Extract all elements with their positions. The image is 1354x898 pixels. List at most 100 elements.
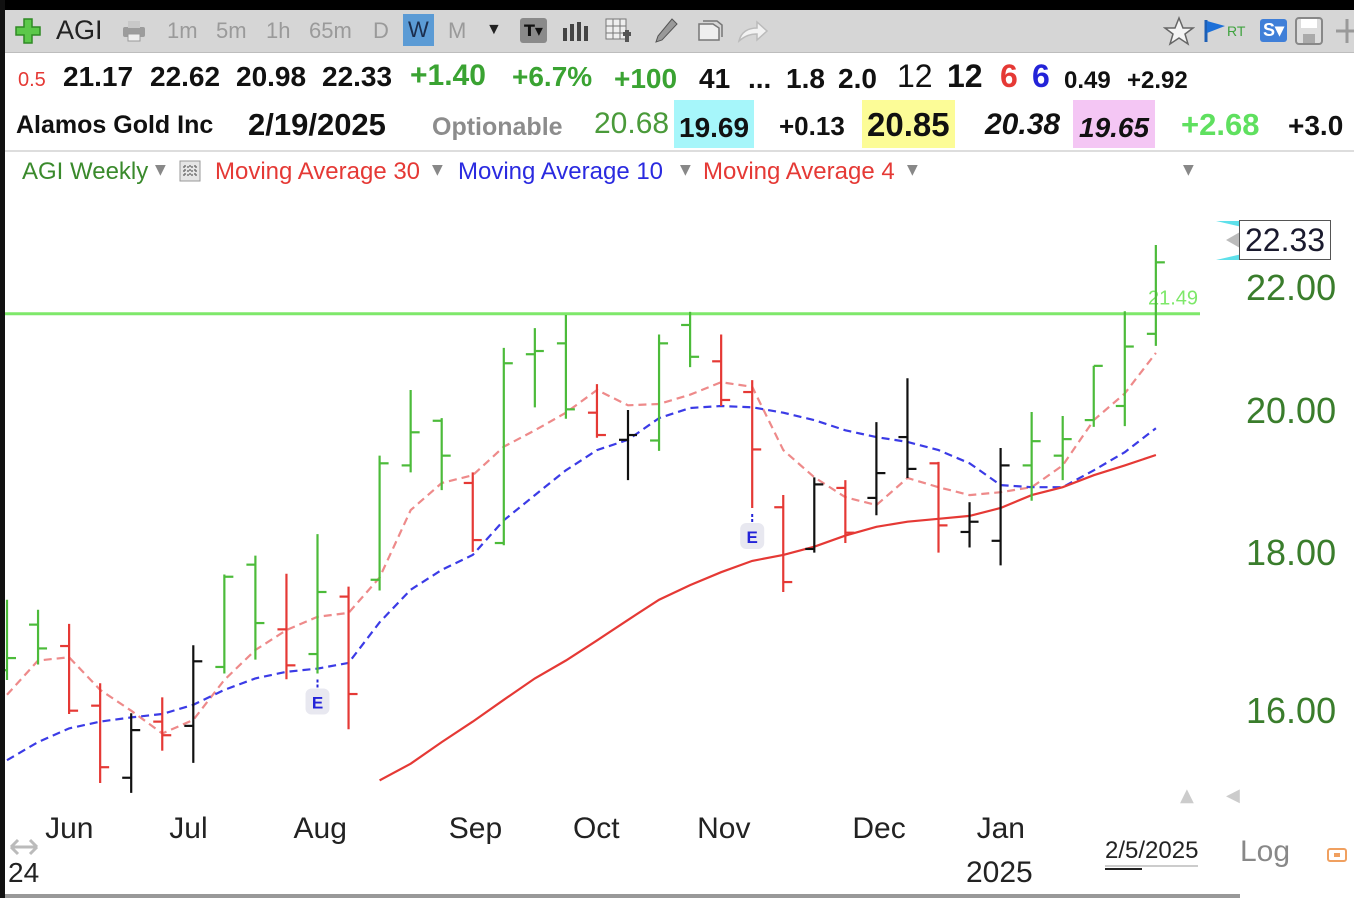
bottom-border: [0, 894, 1240, 898]
value-12-light: 12: [897, 58, 933, 94]
y-tick-22: 22.00: [1246, 267, 1337, 308]
interval-1h[interactable]: 1h: [266, 18, 291, 43]
value-19-69: 19.69: [674, 100, 755, 148]
cursor-date[interactable]: 2/5/2025: [1105, 837, 1199, 867]
ohlc-bar: [1053, 416, 1072, 481]
value-0-13: +0.13: [779, 111, 845, 141]
ohlc-bar: [401, 390, 420, 473]
window-top-border: [0, 0, 1354, 10]
year-label-2025: 2025: [966, 856, 1033, 889]
chevron-down-icon[interactable]: ▼: [1183, 162, 1194, 178]
log-scale-toggle[interactable]: Log: [1240, 835, 1291, 868]
chevron-down-icon[interactable]: ▼: [907, 162, 918, 178]
flag-icon[interactable]: [1202, 18, 1228, 44]
ohlc-bar: [122, 713, 141, 793]
share-icon[interactable]: [735, 17, 771, 45]
ohlc-bar: [525, 328, 544, 408]
pct-change: +6.7%: [512, 61, 593, 92]
ohlc-bar: [370, 455, 389, 591]
company-name: Alamos Gold Inc: [16, 111, 214, 139]
scroll-left-icon[interactable]: ◀: [1226, 785, 1240, 806]
chart-legend: AGI Weekly ▼ Moving Average 30 ▼ Moving …: [5, 152, 1354, 194]
high-value: 22.62: [150, 61, 221, 92]
line-ma10: [6, 404, 1157, 762]
ohlc-bar: [960, 502, 979, 548]
interval-d[interactable]: D: [373, 18, 389, 43]
ohlc-bar: [867, 422, 886, 516]
ohlc-bar: [184, 645, 203, 763]
plus-icon[interactable]: [14, 17, 42, 45]
lock-icon[interactable]: [1326, 845, 1348, 863]
dropdown-caret-icon[interactable]: ▼: [486, 21, 502, 38]
x-tick-nov: Nov: [697, 812, 751, 845]
scroll-up-icon[interactable]: ▲: [1180, 785, 1194, 806]
y-tick-16: 16.00: [1246, 690, 1337, 731]
ohlc-bar: [681, 311, 700, 368]
ohlc-bar: [743, 380, 762, 508]
interval-1m[interactable]: 1m: [167, 18, 198, 43]
rank-value: +100: [614, 63, 678, 94]
ohlc-bar: [1146, 245, 1165, 346]
bar-style-icon[interactable]: [561, 20, 589, 42]
value-20-85: 20.85: [862, 100, 955, 148]
grid-icon[interactable]: [179, 160, 201, 182]
chart-name[interactable]: AGI Weekly: [22, 158, 149, 185]
interval-65m[interactable]: 65m: [309, 18, 352, 43]
save-icon[interactable]: [1294, 16, 1324, 46]
chevron-down-icon[interactable]: ▼: [155, 162, 166, 178]
interval-5m[interactable]: 5m: [216, 18, 247, 43]
x-tick-dec: Dec: [852, 812, 906, 845]
close-value: 22.33: [322, 61, 393, 92]
quote-date: 2/19/2025: [248, 107, 386, 142]
earnings-marker: E: [747, 528, 758, 547]
move-icon[interactable]: [1335, 18, 1354, 44]
ohlc-bar: [153, 697, 172, 751]
scroll-arrows-icon[interactable]: [8, 836, 40, 858]
value-2-68: +2.68: [1181, 107, 1260, 142]
chevron-down-icon[interactable]: ▼: [680, 162, 691, 178]
line-ma4: [6, 352, 1157, 735]
star-icon[interactable]: [1163, 16, 1195, 46]
symbol-label[interactable]: AGI: [56, 15, 103, 45]
ohlc-bar: [5, 599, 16, 681]
ohlc-bar: [991, 448, 1010, 566]
y-tick-20: 20.00: [1246, 390, 1337, 431]
x-tick-jan: Jan: [976, 812, 1025, 845]
ohlc-bar: [1084, 364, 1103, 427]
window-left-border: [0, 0, 5, 898]
legend-ma4[interactable]: Moving Average 4: [703, 158, 895, 185]
ohlc-bar: [556, 314, 575, 419]
last-price-label: 22.33: [1239, 220, 1332, 260]
quote-row-2: Alamos Gold Inc 2/19/2025 Optionable 20.…: [5, 100, 1354, 152]
printer-icon[interactable]: [120, 19, 148, 43]
y-tick-18: 18.00: [1246, 532, 1337, 573]
interval-m[interactable]: M: [448, 18, 467, 43]
chevron-down-icon[interactable]: ▼: [432, 162, 443, 178]
last-price-marker-icon: [1216, 221, 1242, 260]
add-grid-icon[interactable]: [604, 17, 634, 45]
ohlc-bar: [432, 418, 451, 491]
value-3-0: +3.0: [1288, 110, 1344, 141]
value-20-68: 20.68: [594, 107, 670, 140]
year-label-2024: 24: [8, 857, 40, 888]
optionable-label: Optionable: [432, 113, 563, 141]
ohlc-bar: [277, 573, 296, 680]
realtime-label[interactable]: RT: [1227, 23, 1246, 39]
earnings-badge: [740, 522, 765, 549]
open-value: 21.17: [63, 61, 134, 92]
value-0-49: 0.49: [1064, 67, 1111, 94]
hline-label: 21.49: [1148, 288, 1198, 310]
folder-icon[interactable]: [695, 18, 725, 44]
x-tick-jun: Jun: [45, 812, 94, 845]
pencil-icon[interactable]: [652, 16, 680, 46]
legend-ma30[interactable]: Moving Average 30: [215, 158, 421, 185]
ohlc-bar: [805, 477, 824, 553]
earnings-marker: E: [312, 693, 323, 712]
text-tool-icon[interactable]: T▾: [520, 18, 547, 43]
legend-ma10[interactable]: Moving Average 10: [458, 158, 664, 185]
scan-button[interactable]: S▾: [1260, 19, 1288, 42]
value-2-0: 2.0: [838, 63, 877, 94]
interval-w[interactable]: W: [403, 14, 434, 46]
quote-row-1: 0.5 21.17 22.62 20.98 22.33 +1.40 +6.7% …: [5, 53, 1354, 100]
